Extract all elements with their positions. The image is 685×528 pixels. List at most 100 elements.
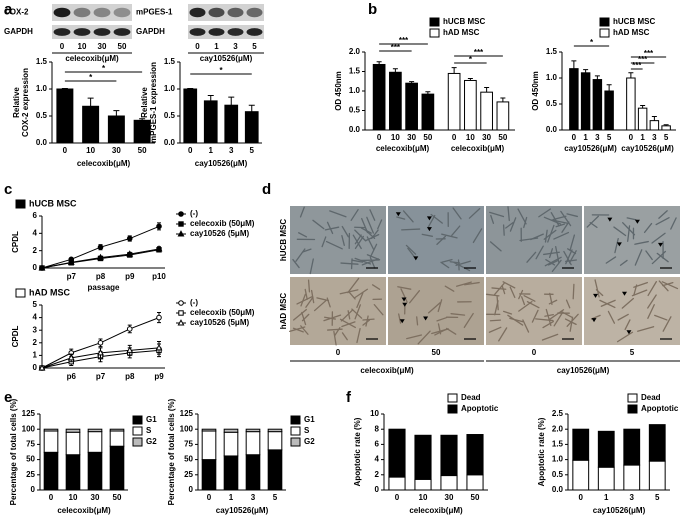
marker bbox=[97, 253, 104, 261]
y-axis-label: Percentage of total cells (%) bbox=[167, 398, 176, 505]
y-tick-label: 0 bbox=[375, 485, 380, 494]
legend-label: S bbox=[146, 426, 152, 435]
arrowhead bbox=[657, 242, 663, 247]
cell bbox=[347, 310, 351, 320]
cell bbox=[553, 311, 564, 327]
blot-lane-label: 0 bbox=[60, 42, 65, 51]
bar-segment bbox=[245, 428, 261, 433]
marker bbox=[126, 250, 134, 257]
legend-label: Dead bbox=[461, 393, 481, 402]
bar-segment bbox=[65, 454, 81, 491]
bar bbox=[389, 71, 402, 131]
cell bbox=[356, 327, 361, 344]
cell bbox=[614, 237, 619, 254]
legend-label: cay10526 (5μM) bbox=[190, 229, 249, 238]
micrograph bbox=[584, 206, 680, 274]
legend-swatch bbox=[290, 426, 301, 436]
bar-segment bbox=[109, 428, 125, 432]
cell bbox=[409, 290, 421, 304]
y-tick-label: 1.5 bbox=[552, 440, 564, 449]
cell bbox=[517, 208, 527, 225]
error-bar bbox=[409, 81, 415, 84]
cell bbox=[488, 326, 502, 333]
blot-band bbox=[53, 28, 71, 36]
y-tick-label: 0.0 bbox=[349, 125, 361, 134]
blot-band-label: COX-2 bbox=[4, 8, 29, 17]
micrograph-group-label: celecoxib(μM) bbox=[360, 366, 414, 375]
cell bbox=[299, 206, 305, 218]
error-bar bbox=[606, 84, 612, 91]
cell bbox=[366, 216, 375, 234]
cell bbox=[300, 293, 306, 307]
cell bbox=[292, 308, 307, 321]
y-tick-label: 6 bbox=[33, 211, 38, 220]
y-tick-label: 0 bbox=[189, 485, 194, 494]
cell bbox=[292, 258, 300, 269]
x-tick-label: p8 bbox=[96, 272, 106, 281]
x-tick-label: 30 bbox=[482, 133, 491, 142]
bar-segment bbox=[109, 430, 125, 447]
cell bbox=[509, 217, 517, 232]
cell bbox=[509, 317, 524, 323]
cell bbox=[561, 221, 570, 233]
cell bbox=[305, 296, 314, 308]
legend-title: hAD MSC bbox=[29, 287, 70, 297]
legend-swatch bbox=[132, 426, 143, 436]
bar-segment bbox=[572, 428, 590, 461]
bar-segment bbox=[648, 424, 666, 462]
bar-segment bbox=[623, 464, 641, 491]
cell bbox=[545, 259, 556, 266]
x-tick-label: p9 bbox=[125, 272, 135, 281]
cell bbox=[340, 262, 359, 265]
cell bbox=[637, 326, 655, 332]
y-tick-label: 0 bbox=[31, 485, 36, 494]
x-tick-label: 50 bbox=[498, 133, 507, 142]
cell bbox=[416, 316, 419, 326]
y-tick-label: 2.0 bbox=[349, 47, 361, 56]
cell bbox=[364, 229, 376, 240]
arrowhead bbox=[426, 227, 432, 232]
bar bbox=[56, 88, 74, 144]
x-tick-label: 0 bbox=[572, 133, 577, 142]
bar-segment bbox=[245, 431, 261, 456]
micrograph-row-label: hUCB MSC bbox=[279, 219, 288, 261]
panel-label: e bbox=[4, 389, 12, 406]
cell bbox=[526, 300, 540, 309]
significance-label: *** bbox=[632, 61, 642, 70]
blot-lane-label: 50 bbox=[118, 42, 127, 51]
bar bbox=[82, 105, 100, 144]
cell bbox=[523, 295, 536, 302]
bar-segment bbox=[65, 431, 81, 456]
cell bbox=[507, 206, 510, 222]
cell bbox=[307, 279, 311, 293]
legend-label: celecoxib (50μM) bbox=[190, 219, 255, 228]
panel-label: d bbox=[262, 181, 271, 198]
legend-label: cay10526 (5μM) bbox=[190, 318, 249, 327]
marker bbox=[156, 314, 162, 321]
x-axis-label: cay10526(μM) bbox=[593, 506, 646, 515]
cell bbox=[340, 309, 354, 322]
cell bbox=[398, 313, 402, 324]
cell bbox=[333, 330, 337, 346]
y-tick-label: 0.5 bbox=[164, 111, 176, 120]
marker bbox=[97, 244, 104, 250]
legend-swatch bbox=[447, 404, 458, 414]
blot-lane-label: 30 bbox=[98, 42, 107, 51]
x-tick-label: 10 bbox=[419, 493, 428, 502]
cell bbox=[437, 299, 443, 313]
cell bbox=[523, 216, 528, 229]
legend-label: G1 bbox=[304, 415, 315, 424]
cell bbox=[547, 224, 555, 243]
blot-band bbox=[246, 7, 263, 18]
cell bbox=[655, 217, 670, 226]
bar bbox=[244, 111, 259, 144]
blot-band-label: mPGES-1 bbox=[136, 8, 173, 17]
cell bbox=[621, 297, 635, 309]
bar-segment bbox=[87, 451, 103, 491]
cell bbox=[369, 209, 376, 221]
cell bbox=[430, 213, 443, 224]
arrowhead bbox=[626, 330, 632, 335]
cell bbox=[472, 228, 483, 244]
cell bbox=[643, 222, 653, 234]
cell bbox=[551, 219, 568, 224]
